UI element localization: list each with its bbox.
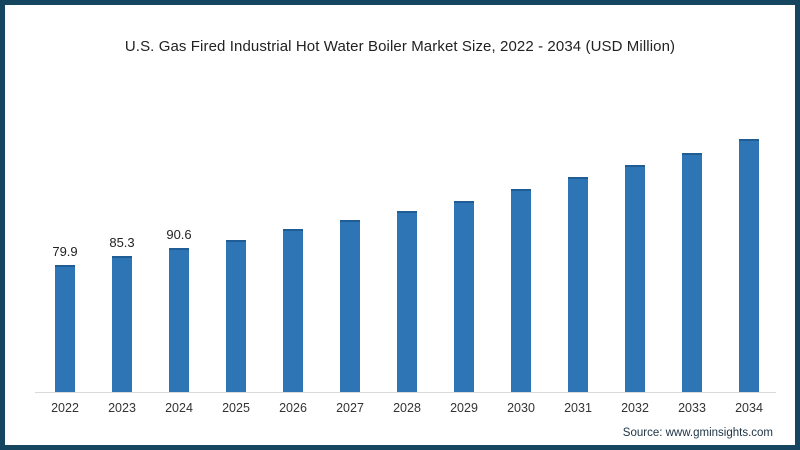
x-tick-label: 2032 (621, 401, 649, 415)
bar-slot: 79.9 2022 (37, 105, 94, 415)
bar-2034 (739, 139, 759, 392)
bar-slot: 2034 (721, 105, 778, 415)
bar-slot: 2027 (322, 105, 379, 415)
x-tick-label: 2029 (450, 401, 478, 415)
bar-2022 (55, 265, 75, 392)
source-attribution: Source: www.gminsights.com (622, 427, 773, 439)
x-tick-label: 2026 (279, 401, 307, 415)
plot-area: 79.9 2022 85.3 2023 90.6 2024 2025 2026 2027 2028… (35, 105, 778, 415)
x-tick-label: 2023 (108, 401, 136, 415)
x-tick-label: 2031 (564, 401, 592, 415)
bar-slot: 2028 (379, 105, 436, 415)
x-tick-label: 2033 (678, 401, 706, 415)
bar-2033 (682, 153, 702, 392)
bar-2023 (112, 256, 132, 392)
bar-2030 (511, 189, 531, 392)
bar-2024 (169, 248, 189, 392)
bar-2029 (454, 201, 474, 392)
x-tick-label: 2030 (507, 401, 535, 415)
bar-slot: 2030 (493, 105, 550, 415)
x-tick-label: 2034 (735, 401, 763, 415)
bar-2032 (625, 165, 645, 392)
x-tick-label: 2022 (51, 401, 79, 415)
bar-slot: 2033 (664, 105, 721, 415)
bar-value-label: 90.6 (166, 227, 192, 242)
bar-value-label: 85.3 (109, 235, 135, 250)
bar-2026 (283, 229, 303, 392)
bar-2028 (397, 211, 417, 392)
x-tick-label: 2024 (165, 401, 193, 415)
bar-2025 (226, 240, 246, 392)
x-tick-label: 2028 (393, 401, 421, 415)
bar-slot: 2025 (208, 105, 265, 415)
bar-slot: 90.6 2024 (151, 105, 208, 415)
bar-slot: 2032 (607, 105, 664, 415)
bar-2027 (340, 220, 360, 392)
x-tick-label: 2025 (222, 401, 250, 415)
bar-2031 (568, 177, 588, 392)
bar-slot: 2031 (550, 105, 607, 415)
bar-value-label: 79.9 (52, 244, 78, 259)
bar-slot: 2026 (265, 105, 322, 415)
chart-title: U.S. Gas Fired Industrial Hot Water Boil… (124, 38, 676, 55)
x-tick-label: 2027 (336, 401, 364, 415)
bar-slot: 85.3 2023 (94, 105, 151, 415)
bar-slot: 2029 (436, 105, 493, 415)
